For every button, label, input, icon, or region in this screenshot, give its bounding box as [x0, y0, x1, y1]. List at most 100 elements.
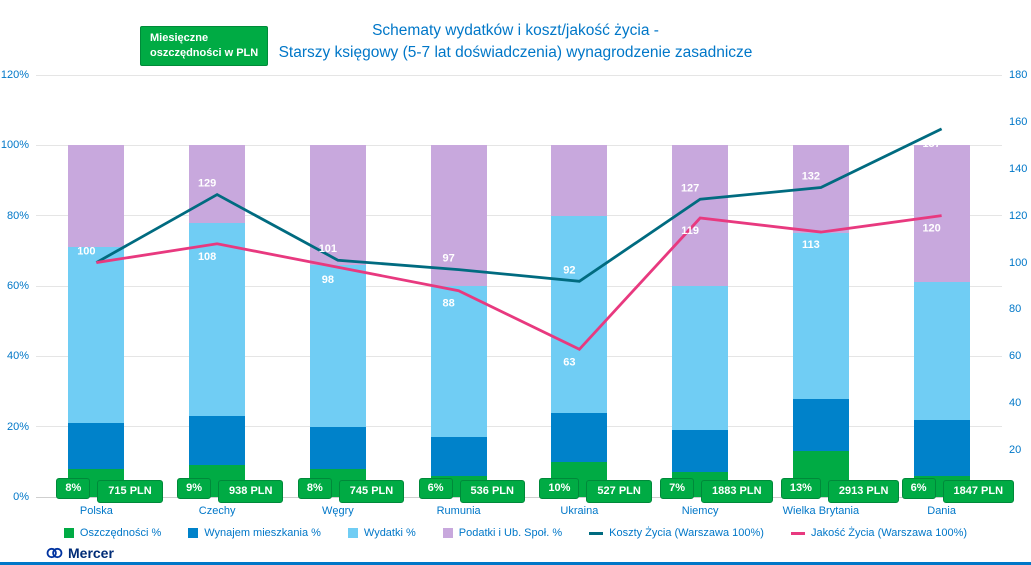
mercer-logo: Mercer: [46, 545, 114, 561]
bar-segment[interactable]: [430, 286, 487, 438]
bar-segment[interactable]: [672, 286, 729, 431]
bar-segment[interactable]: [913, 145, 970, 283]
bar-segment[interactable]: [309, 145, 366, 265]
legend-label: Wydatki %: [363, 527, 416, 539]
bar-segment[interactable]: [68, 145, 125, 248]
bar-segment[interactable]: [792, 233, 849, 399]
savings-badges: 8% 715 PLN: [56, 478, 163, 503]
mercer-wordmark: Mercer: [68, 545, 114, 561]
legend-label: Oszczędności %: [79, 527, 162, 539]
x-axis-category-label: Czechy: [198, 505, 236, 517]
y-axis-left-tick: 20%: [6, 420, 29, 433]
gridline: [36, 285, 1002, 287]
bar-segment[interactable]: [672, 430, 729, 473]
legend-item[interactable]: Wydatki %: [347, 527, 416, 539]
bar-segment[interactable]: [189, 145, 246, 223]
savings-percent-badge: 13%: [780, 478, 821, 499]
bar-segment[interactable]: [551, 145, 608, 216]
y-axis-left-tick: 40%: [6, 350, 29, 363]
bar-segment[interactable]: [189, 222, 246, 417]
savings-amount-badge: 1847 PLN: [942, 480, 1015, 503]
savings-badges: 9% 938 PLN: [177, 478, 284, 503]
savings-percent-badge: 8%: [56, 478, 91, 499]
savings-badges: 10% 527 PLN: [539, 478, 652, 503]
savings-amount-badge: 1883 PLN: [701, 480, 773, 503]
bar-segment[interactable]: [913, 419, 970, 476]
savings-percent-badge: 6%: [901, 478, 936, 499]
legend-label: Podatki i Ub. Społ. %: [458, 527, 563, 539]
savings-badges: 6% 536 PLN: [418, 478, 525, 503]
savings-percent-badge: 8%: [297, 478, 332, 499]
savings-badges: 7% 1883 PLN: [660, 478, 773, 503]
bar-segment[interactable]: [430, 437, 487, 476]
x-axis-category-label: Dania: [927, 505, 956, 517]
bar-segment[interactable]: [551, 215, 608, 413]
savings-percent-badge: 9%: [177, 478, 212, 499]
savings-amount-badge: 2913 PLN: [827, 480, 900, 503]
y-axis-right-tick: 80: [1009, 303, 1022, 316]
legend-swatch: [442, 528, 453, 538]
savings-percent-badge: 7%: [660, 478, 695, 499]
bar-segment[interactable]: [309, 264, 366, 427]
legend-swatch: [589, 531, 604, 535]
legend-swatch: [188, 528, 199, 538]
y-axis-right-tick: 140: [1009, 162, 1028, 175]
bar-segment[interactable]: [672, 145, 729, 286]
savings-badges: 13% 2913 PLN: [780, 478, 900, 503]
chart-title: Schematy wydatków i koszt/jakość życia -…: [0, 20, 1031, 64]
y-axis-right-tick: 40: [1009, 397, 1022, 410]
bar-segment[interactable]: [68, 423, 125, 469]
legend-item[interactable]: Jakość Życia (Warszawa 100%): [790, 527, 967, 539]
legend-label: Wynajem mieszkania %: [204, 527, 321, 539]
legend-swatch: [63, 528, 74, 538]
bar-segment[interactable]: [913, 282, 970, 420]
legend: Oszczędności % Wynajem mieszkania % Wydatk…: [0, 527, 1031, 539]
savings-amount-badge: 938 PLN: [218, 480, 284, 503]
x-axis-category-label: Polska: [79, 505, 113, 517]
gridline: [36, 426, 1002, 428]
gridline: [36, 355, 1002, 357]
gridline: [36, 215, 1002, 217]
x-axis-category-label: Wielka Brytania: [782, 505, 860, 517]
legend-label: Koszty Życia (Warszawa 100%): [609, 527, 764, 539]
monthly-savings-badge: Miesięczne oszczędności w PLN: [140, 26, 269, 66]
bar-segment[interactable]: [792, 398, 849, 452]
chart-title-line1: Schematy wydatków i koszt/jakość życia -: [372, 22, 659, 39]
y-axis-right-tick: 60: [1009, 350, 1022, 363]
savings-percent-badge: 10%: [539, 478, 580, 499]
bar-segment[interactable]: [551, 412, 608, 462]
y-axis-left-tick: 80%: [6, 209, 29, 222]
x-axis-category-label: Rumunia: [436, 505, 481, 517]
legend-item[interactable]: Wynajem mieszkania %: [188, 527, 321, 539]
bar-segment[interactable]: [792, 145, 849, 234]
y-axis-left-tick: 120%: [0, 69, 29, 81]
x-axis-category-label: Węgry: [321, 505, 354, 517]
y-axis-left-tick: 0%: [13, 491, 29, 503]
savings-amount-badge: 745 PLN: [338, 480, 405, 503]
bar-segment[interactable]: [309, 426, 366, 469]
bar-segment[interactable]: [430, 145, 487, 286]
y-axis-right-tick: 180: [1009, 69, 1028, 81]
y-axis-right-tick: 160: [1009, 115, 1028, 128]
savings-badges: 6% 1847 PLN: [901, 478, 1015, 503]
chart-title-line2: Starszy księgowy (5-7 lat doświadczenia)…: [278, 44, 753, 61]
y-axis-right-tick: 100: [1009, 256, 1028, 269]
y-axis-left-tick: 60%: [6, 280, 29, 292]
legend-item[interactable]: Koszty Życia (Warszawa 100%): [589, 527, 764, 539]
bar-segment[interactable]: [68, 247, 125, 424]
legend-swatch: [347, 528, 358, 538]
savings-percent-badge: 6%: [418, 478, 453, 499]
y-axis-right-tick: 20: [1009, 444, 1022, 457]
savings-amount-badge: 527 PLN: [586, 480, 652, 503]
x-axis-category-label: Niemcy: [681, 505, 719, 517]
bar-segment[interactable]: [189, 416, 246, 466]
legend-item[interactable]: Podatki i Ub. Społ. %: [442, 527, 563, 539]
bottom-accent-bar: [0, 562, 1031, 565]
savings-amount-badge: 715 PLN: [97, 480, 163, 503]
monthly-savings-badge-line1: Miesięczne: [150, 32, 209, 44]
x-axis-category-label: Ukraina: [560, 505, 599, 517]
legend-item[interactable]: Oszczędności %: [63, 527, 162, 539]
monthly-savings-badge-line2: oszczędności w PLN: [150, 47, 259, 59]
gridline: [36, 144, 1002, 146]
